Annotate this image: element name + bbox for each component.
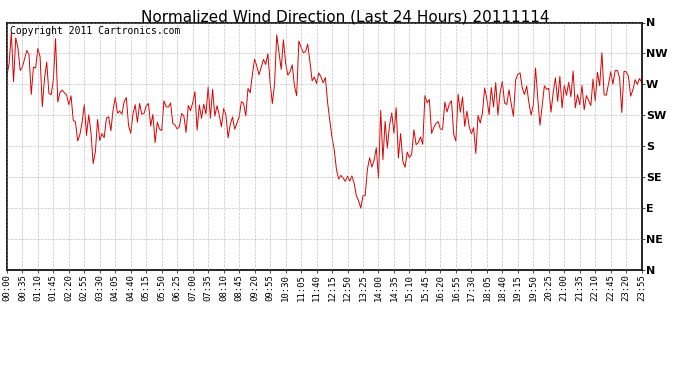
Text: Normalized Wind Direction (Last 24 Hours) 20111114: Normalized Wind Direction (Last 24 Hours… bbox=[141, 9, 549, 24]
Text: Copyright 2011 Cartronics.com: Copyright 2011 Cartronics.com bbox=[10, 26, 181, 36]
